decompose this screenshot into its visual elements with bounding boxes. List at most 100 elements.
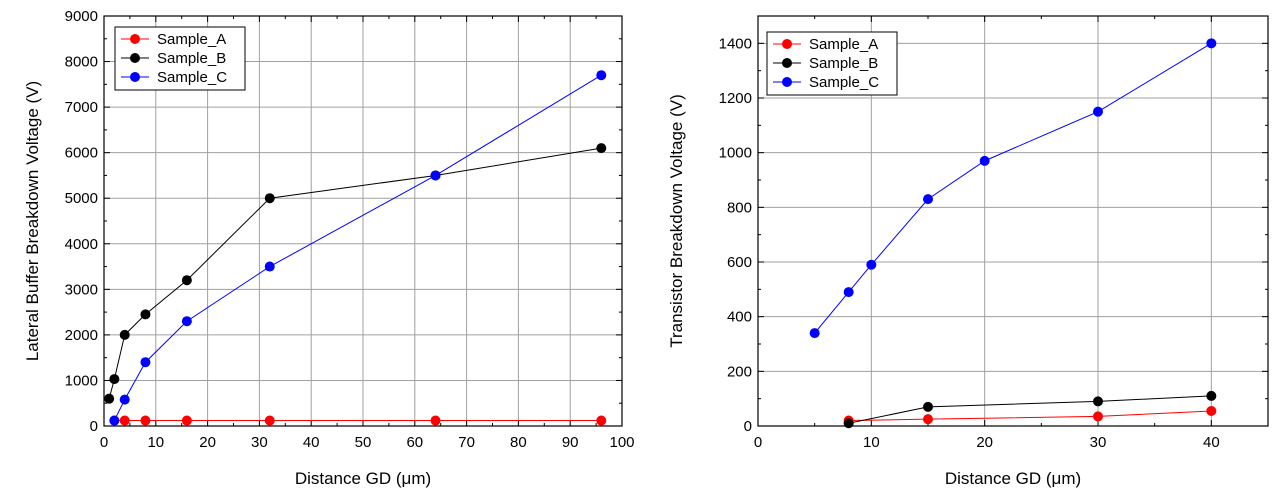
legend-marker bbox=[782, 58, 792, 68]
series-Sample_C bbox=[809, 38, 1217, 339]
series-Sample_C bbox=[109, 70, 607, 426]
data-point bbox=[430, 415, 441, 426]
data-point bbox=[430, 170, 441, 181]
x-tick-label: 40 bbox=[303, 434, 320, 451]
legend-label: Sample_B bbox=[157, 50, 226, 67]
y-tick-label: 9000 bbox=[65, 8, 98, 25]
legend-marker bbox=[782, 39, 792, 49]
data-point bbox=[596, 70, 607, 81]
x-tick-label: 20 bbox=[199, 434, 216, 451]
data-point bbox=[923, 194, 933, 205]
data-point bbox=[1206, 405, 1217, 416]
data-point bbox=[596, 143, 607, 154]
data-point bbox=[923, 414, 933, 425]
data-point bbox=[140, 357, 151, 368]
legend: Sample_A Sample_B Sample_C bbox=[114, 26, 246, 91]
data-point bbox=[104, 393, 115, 404]
y-tick-label: 400 bbox=[727, 309, 752, 326]
data-point bbox=[923, 401, 933, 412]
y-tick-label: 200 bbox=[727, 363, 752, 380]
data-point bbox=[264, 415, 275, 426]
data-point bbox=[979, 155, 990, 166]
series-line bbox=[108, 147, 602, 399]
data-point bbox=[596, 415, 607, 426]
series-Sample_A bbox=[109, 415, 607, 426]
data-point bbox=[843, 418, 854, 429]
x-tick-label: 100 bbox=[609, 434, 634, 451]
data-point bbox=[1093, 106, 1103, 117]
x-tick-label: 20 bbox=[976, 434, 993, 451]
x-tick-label: 10 bbox=[863, 434, 880, 451]
data-point bbox=[109, 374, 120, 385]
x-tick-label: 40 bbox=[1203, 434, 1220, 451]
y-tick-label: 5000 bbox=[65, 190, 98, 207]
data-point bbox=[1206, 38, 1217, 49]
y-tick-label: 0 bbox=[744, 418, 752, 435]
series-Sample_B bbox=[104, 143, 607, 404]
chart-2: 0 10 20 30 400200400600800100012001400Distan… bbox=[667, 15, 1269, 488]
legend: Sample_A Sample_B Sample_C bbox=[766, 31, 898, 96]
series-line bbox=[848, 410, 1212, 422]
x-tick-label: 70 bbox=[458, 434, 475, 451]
y-tick-label: 2000 bbox=[65, 327, 98, 344]
y-tick-label: 4000 bbox=[65, 236, 98, 253]
data-point bbox=[1206, 390, 1217, 401]
x-axis-title: Distance GD (μm) bbox=[945, 469, 1081, 488]
y-tick-label: 1000 bbox=[719, 145, 752, 162]
data-point bbox=[1093, 396, 1103, 407]
data-point bbox=[843, 287, 854, 298]
legend-label: Sample_C bbox=[809, 74, 879, 91]
plot-frame bbox=[757, 15, 1269, 427]
legend-label: Sample_A bbox=[157, 31, 226, 48]
y-tick-label: 8000 bbox=[65, 54, 98, 71]
x-tick-label: 10 bbox=[147, 434, 164, 451]
y-axis-title: Lateral Buffer Breakdown Voltage (V) bbox=[23, 81, 42, 361]
data-point bbox=[809, 328, 820, 339]
y-tick-label: 600 bbox=[727, 254, 752, 271]
data-point bbox=[181, 275, 192, 286]
data-point bbox=[140, 309, 151, 320]
series-line bbox=[113, 74, 602, 421]
data-point bbox=[119, 415, 130, 426]
data-point bbox=[181, 316, 192, 327]
x-tick-label: 80 bbox=[510, 434, 527, 451]
chart-1: 0 10 20 30 40 50 60 70 80 90 100010002000300040005… bbox=[23, 8, 635, 488]
series-line bbox=[848, 395, 1212, 424]
legend-marker bbox=[130, 72, 140, 82]
data-point bbox=[866, 259, 877, 270]
x-tick-label: 30 bbox=[1090, 434, 1107, 451]
data-point bbox=[119, 329, 130, 340]
y-tick-label: 0 bbox=[90, 418, 98, 435]
y-tick-label: 6000 bbox=[65, 145, 98, 162]
x-tick-label: 0 bbox=[754, 434, 762, 451]
legend-label: Sample_C bbox=[157, 69, 227, 86]
data-point bbox=[264, 261, 275, 272]
x-tick-label: 50 bbox=[355, 434, 372, 451]
series-Sample_A bbox=[843, 405, 1217, 426]
data-point bbox=[1093, 411, 1103, 422]
legend-marker bbox=[130, 53, 140, 63]
y-tick-label: 800 bbox=[727, 199, 752, 216]
y-tick-label: 1200 bbox=[719, 90, 752, 107]
data-point bbox=[181, 415, 192, 426]
x-axis-title: Distance GD (μm) bbox=[295, 469, 431, 488]
y-tick-label: 3000 bbox=[65, 281, 98, 298]
data-point bbox=[119, 394, 130, 405]
y-tick-label: 1400 bbox=[719, 35, 752, 52]
y-tick-label: 7000 bbox=[65, 99, 98, 116]
data-point bbox=[140, 415, 151, 426]
legend-label: Sample_A bbox=[809, 36, 878, 53]
legend-marker bbox=[130, 34, 140, 44]
x-tick-label: 90 bbox=[562, 434, 579, 451]
data-point bbox=[264, 193, 275, 204]
legend-marker bbox=[782, 77, 792, 87]
x-tick-label: 30 bbox=[251, 434, 268, 451]
x-tick-label: 0 bbox=[100, 434, 108, 451]
y-axis-title: Transistor Breakdown Voltage (V) bbox=[667, 94, 686, 348]
legend-label: Sample_B bbox=[809, 55, 878, 72]
data-point bbox=[109, 415, 120, 426]
x-tick-label: 60 bbox=[406, 434, 423, 451]
series-Sample_B bbox=[843, 390, 1217, 429]
